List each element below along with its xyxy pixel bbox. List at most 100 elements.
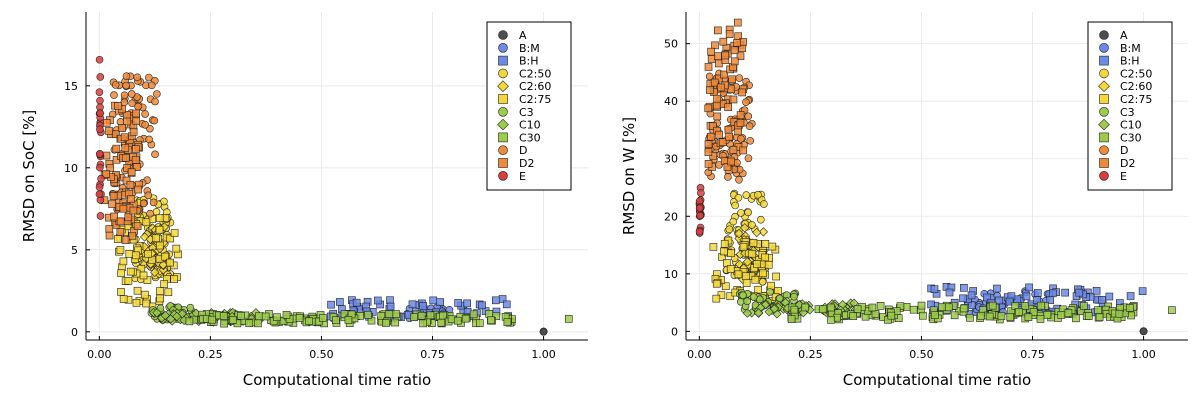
data-point-w (733, 38, 741, 47)
data-point-w (752, 227, 762, 238)
data-point-w (1139, 327, 1148, 336)
data-point-w (721, 51, 730, 60)
data-point-w (787, 315, 796, 323)
data-point-w (707, 132, 715, 141)
data-point-soc (134, 102, 142, 111)
data-point-soc (121, 236, 130, 244)
data-point-soc (419, 319, 427, 328)
y-tick-label-soc-3: 15 (64, 80, 78, 93)
legend-marker-w-9 (1099, 145, 1109, 155)
data-point-w (695, 204, 704, 212)
legend-label-w-6: C3 (1120, 106, 1135, 119)
data-point-w (853, 305, 862, 313)
data-point-soc (96, 96, 104, 105)
data-point-soc (382, 319, 390, 327)
legend-label-w-1: B:M (1120, 42, 1141, 55)
data-point-w (1022, 292, 1031, 301)
data-point-soc (133, 286, 142, 295)
legend-marker-w-11 (1099, 171, 1109, 181)
data-point-soc (97, 174, 105, 183)
data-point-w (1094, 306, 1102, 314)
data-point-w (743, 297, 751, 306)
data-point-soc (126, 267, 135, 276)
legend-label-soc-1: B:M (519, 42, 540, 55)
data-point-soc (96, 212, 105, 220)
data-point-soc (170, 275, 178, 283)
legend-marker-soc-2 (498, 55, 508, 66)
data-point-w (714, 26, 722, 35)
data-point-w (739, 291, 747, 300)
data-point-soc (150, 116, 159, 125)
x-tick-labels-w: 0.00 0.25 0.50 0.75 1.00 (687, 348, 1156, 361)
data-point-soc (119, 257, 128, 266)
series-soc-d2 (100, 101, 143, 244)
data-point-soc (116, 246, 125, 254)
legend-label-w-8: C30 (1120, 131, 1142, 144)
data-point-w (706, 86, 714, 94)
data-point-soc (160, 310, 170, 321)
x-tick-label-w-2: 0.50 (909, 348, 934, 361)
data-point-w (930, 285, 939, 293)
data-point-w (695, 227, 704, 236)
axes-soc (85, 12, 588, 341)
data-point-w (719, 37, 728, 46)
data-point-soc (133, 222, 142, 231)
series-w-e (695, 184, 705, 237)
y-tick-label-w-2: 20 (664, 210, 678, 223)
data-point-soc (141, 110, 149, 118)
data-point-w (930, 311, 939, 319)
data-point-w (724, 125, 733, 134)
data-point-w (1084, 312, 1093, 320)
data-point-w (742, 191, 751, 199)
data-point-w (1079, 302, 1088, 310)
data-point-w (959, 304, 968, 313)
data-point-soc (153, 90, 161, 98)
data-point-w (983, 293, 991, 302)
data-point-w (735, 176, 743, 184)
x-tick-label-w-0: 0.00 (687, 348, 712, 361)
data-point-w (704, 160, 713, 168)
data-point-w (736, 52, 745, 61)
data-point-soc (147, 81, 156, 90)
data-point-soc (128, 99, 136, 108)
data-point-soc (426, 311, 435, 320)
data-point-w (734, 270, 743, 279)
data-point-w (967, 291, 976, 300)
legend-label-soc-4: C2:60 (519, 80, 551, 93)
data-point-w (995, 296, 1003, 305)
data-point-w (733, 18, 742, 27)
data-point-soc (132, 109, 140, 118)
data-point-soc (120, 133, 129, 142)
data-point-soc (120, 91, 129, 100)
data-point-soc (95, 190, 104, 199)
data-point-soc (150, 267, 160, 277)
data-point-soc (142, 299, 151, 308)
data-point-soc (172, 244, 181, 253)
data-point-soc (327, 300, 335, 309)
data-point-soc (408, 300, 417, 309)
data-point-w (697, 189, 705, 197)
data-point-soc (373, 296, 382, 305)
data-point-soc (139, 271, 148, 280)
data-point-soc (119, 295, 128, 303)
data-point-w (749, 239, 758, 247)
data-point-soc (156, 241, 164, 250)
data-point-soc (319, 314, 327, 322)
data-point-w (1046, 296, 1055, 304)
data-point-soc (113, 235, 122, 243)
legend-marker-soc-10 (498, 158, 508, 168)
data-point-w (768, 242, 777, 251)
data-point-w (938, 303, 946, 311)
data-point-soc (453, 316, 462, 325)
data-point-soc (410, 313, 418, 321)
data-point-w (1126, 304, 1134, 312)
data-point-w (715, 59, 723, 68)
data-point-soc (105, 127, 113, 135)
data-point-w (726, 265, 735, 273)
data-point-soc (111, 81, 120, 89)
data-point-soc (152, 234, 160, 242)
data-point-w (819, 305, 827, 314)
data-point-w (1021, 302, 1029, 310)
